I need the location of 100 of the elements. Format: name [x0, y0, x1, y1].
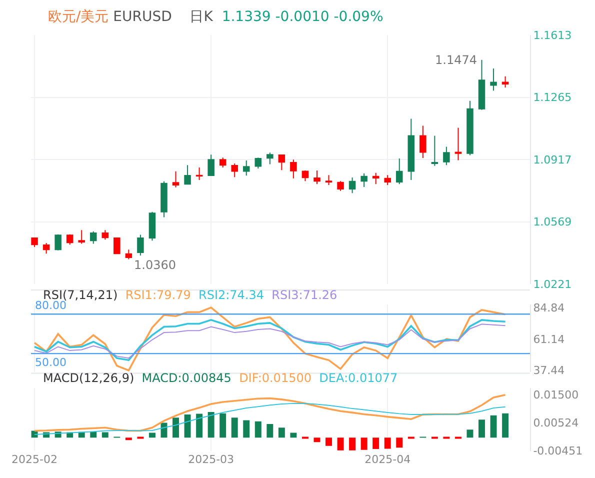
bar [184, 414, 191, 438]
candlestick [466, 100, 474, 156]
text: MACD:0.00845 [142, 371, 232, 385]
bar [208, 412, 214, 438]
candlestick [54, 234, 62, 251]
series-label: DIF:0.01500 [239, 371, 312, 385]
bar [372, 438, 380, 450]
candlestick [160, 180, 168, 218]
line-series [34, 402, 506, 435]
candlestick [242, 160, 250, 176]
bar [172, 418, 179, 438]
ref-line-label: 80.00 [35, 299, 66, 312]
bar [466, 430, 474, 438]
bar [384, 438, 391, 449]
annotation: 1.0360 [134, 258, 176, 272]
y-tick-label: 37.44 [533, 364, 565, 377]
text: RSI3:71.26 [272, 288, 338, 302]
bar [278, 428, 285, 438]
bar [196, 414, 203, 438]
y-tick-label: -0.00451 [533, 444, 583, 458]
bar [314, 438, 320, 442]
text: 日K [190, 9, 214, 25]
candlestick [219, 157, 226, 168]
candlestick [360, 172, 368, 188]
bar [231, 418, 238, 438]
candlestick [208, 154, 214, 177]
candlestick [302, 170, 309, 182]
candlestick [231, 163, 238, 178]
bar [220, 413, 226, 438]
bar [254, 421, 262, 438]
bar [125, 438, 132, 440]
chart-subtitle: EURUSD [113, 9, 172, 25]
y-tick-label: 1.0569 [533, 216, 572, 229]
chart-title: MACD(12,26,9) [43, 371, 134, 385]
candlestick [184, 164, 191, 185]
candlestick [148, 211, 156, 242]
series-label: RSI1:79.79 [125, 288, 191, 302]
candlestick [314, 170, 320, 185]
y-tick-label: 84.84 [533, 302, 565, 315]
bar [478, 420, 485, 438]
candlestick [196, 166, 203, 180]
y-tick-label: 1.1613 [533, 28, 572, 42]
candlestick [454, 127, 462, 161]
candlestick [431, 135, 438, 166]
candlestick [502, 76, 509, 88]
candlestick [102, 230, 109, 240]
candlestick [31, 237, 38, 248]
chart-title: RSI(7,14,21) [43, 288, 118, 302]
candlestick [490, 68, 497, 92]
candlestick [478, 59, 486, 110]
bar [337, 438, 344, 450]
candlestick [114, 236, 120, 254]
candlestick [137, 234, 144, 256]
candlestick [66, 234, 74, 246]
candlestick [384, 174, 391, 186]
candlestick [290, 159, 297, 179]
annotation: 1.1474 [435, 53, 477, 67]
candlestick [420, 125, 426, 158]
ref-line-label: 50.00 [35, 356, 66, 369]
bar [360, 438, 368, 450]
y-tick-label: 1.0917 [533, 153, 572, 166]
bar [102, 432, 108, 438]
y-tick-label: 1.1265 [533, 91, 572, 104]
bar [396, 438, 403, 448]
series-label: DEA:0.01077 [319, 371, 398, 385]
bar [349, 438, 356, 450]
candlestick [78, 230, 85, 244]
bar [266, 424, 274, 438]
candlestick [325, 174, 332, 186]
candlestick [348, 176, 356, 194]
candlestick [337, 180, 344, 192]
candlestick [278, 154, 286, 171]
bar [290, 432, 297, 438]
bar [243, 420, 250, 438]
bar [490, 415, 497, 438]
candlestick [90, 230, 97, 244]
candlestick [408, 118, 415, 180]
x-tick-label: 2025-04 [364, 453, 411, 466]
candlestick [254, 157, 262, 170]
candlestick [42, 242, 50, 254]
candlestick [443, 146, 450, 166]
candlestick [172, 170, 180, 188]
text: 1.1339 -0.0010 -0.09% [222, 9, 384, 25]
candlestick [125, 249, 132, 260]
series-label: RSI2:74.34 [198, 288, 264, 302]
x-tick-label: 2025-02 [12, 453, 58, 466]
y-tick-label: 61.14 [533, 332, 565, 346]
y-tick-label: 1.0221 [533, 278, 572, 292]
bar [502, 413, 509, 438]
candlestick [372, 172, 380, 185]
y-tick-label: 0.01500 [533, 388, 579, 402]
bar [326, 438, 332, 446]
bar [148, 432, 156, 438]
chart-title: 欧元/美元 [48, 9, 109, 25]
candlestick [266, 152, 274, 165]
line-series [34, 394, 506, 432]
bar [90, 432, 97, 438]
y-tick-label: 0.00524 [533, 416, 579, 430]
x-tick-label: 2025-03 [188, 453, 234, 466]
candlestick [396, 158, 403, 185]
